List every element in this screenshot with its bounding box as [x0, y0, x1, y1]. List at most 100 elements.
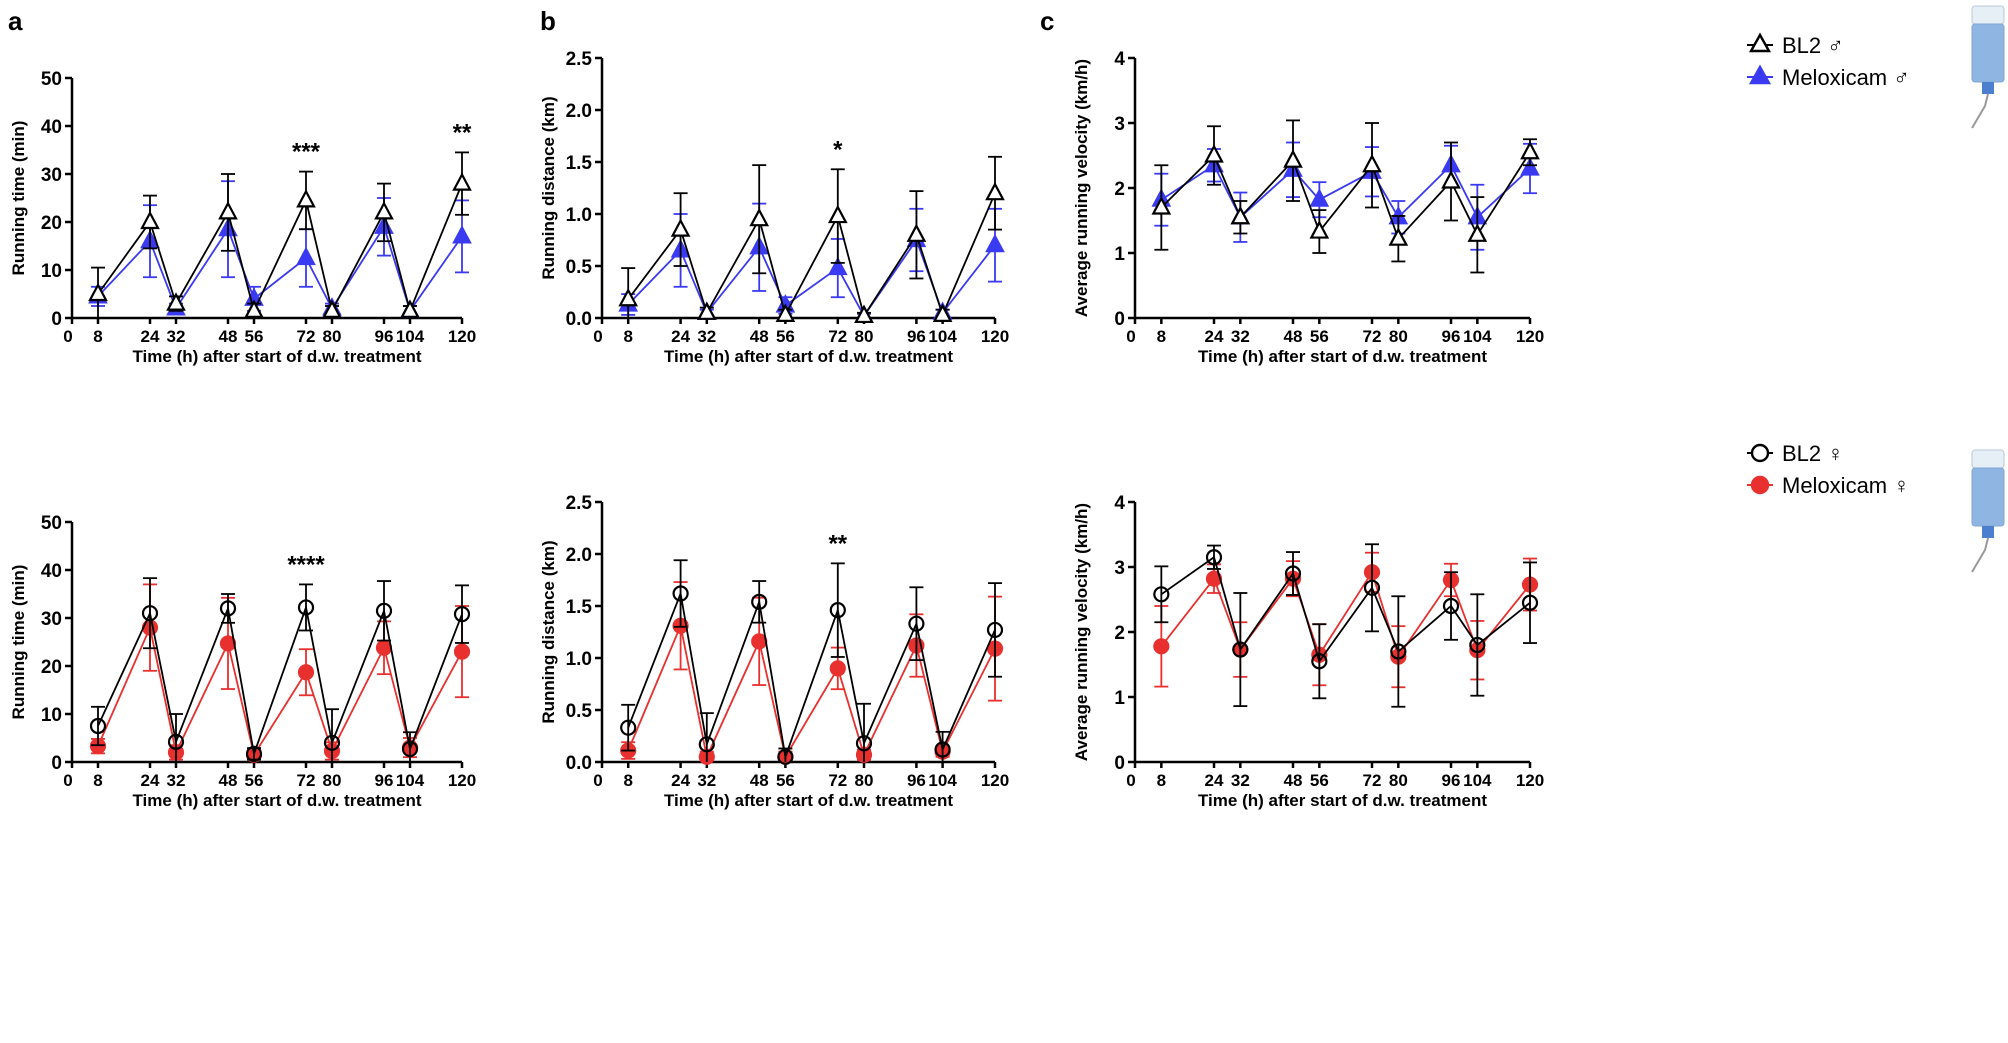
x-tick-label: 56: [1310, 771, 1329, 790]
data-point: [453, 643, 471, 660]
series-line: [627, 622, 996, 760]
y-tick-label: 0.5: [566, 701, 593, 722]
data-point: [245, 745, 263, 762]
legend-label: Meloxicam ♂: [1782, 65, 1910, 90]
data-point: [400, 299, 420, 318]
series-meloxicam: [1153, 551, 1539, 689]
data-point: [751, 633, 768, 650]
data-point: [218, 201, 238, 220]
data-point: [1363, 579, 1381, 596]
data-point: [297, 664, 315, 681]
legend-female: BL2 ♀ Meloxicam ♀: [1747, 441, 1910, 498]
y-axis-label: Average running velocity (km/h): [1072, 503, 1091, 761]
x-tick-label: 0: [63, 327, 72, 346]
data-point: [166, 292, 186, 311]
x-tick-label: 80: [1389, 327, 1408, 346]
water-bottle-icon: [1971, 5, 2005, 129]
x-tick-label: 32: [1231, 771, 1250, 790]
panel-c-female: 0 1 2 3 4 0 8 24 32 48 56 72 80 96 104 120 Time (h) afte…: [1072, 493, 1544, 810]
x-tick-label: 24: [141, 327, 160, 346]
y-axis-label: Running distance (km): [539, 96, 558, 279]
data-point: [296, 189, 316, 208]
y-tick-label: 20: [41, 213, 62, 234]
series-line: [627, 192, 996, 319]
panel-label-c: c: [1040, 6, 1054, 36]
y-tick-label: 2.0: [566, 545, 592, 566]
x-tick-label: 48: [1284, 327, 1303, 346]
water-bottle-icon: [1971, 449, 2005, 573]
data-point: [1232, 641, 1249, 658]
x-axis-label: Time (h) after start of d.w. treatment: [1198, 791, 1487, 810]
data-point: [934, 741, 951, 758]
y-tick-label: 0: [1114, 309, 1125, 330]
data-point: [620, 719, 637, 736]
data-point: [986, 621, 1004, 639]
data-point: [453, 606, 471, 623]
series-line: [1160, 151, 1531, 241]
data-point: [1390, 643, 1407, 660]
y-tick-label: 50: [41, 69, 62, 90]
significance-marker: ****: [287, 551, 325, 578]
y-tick-label: 0.0: [566, 309, 592, 330]
x-tick-label: 104: [928, 327, 957, 346]
y-tick-label: 0.0: [566, 753, 592, 774]
y-tick-label: 0: [1114, 753, 1125, 774]
y-tick-label: 30: [41, 165, 62, 186]
x-tick-label: 72: [1363, 771, 1382, 790]
series-bl2: [89, 577, 471, 762]
y-tick-label: 40: [41, 117, 62, 138]
y-tick-label: 1.0: [566, 205, 592, 226]
y-tick-label: 30: [41, 609, 62, 630]
y-axis-label: Average running velocity (km/h): [1072, 59, 1091, 317]
data-point: [88, 282, 108, 302]
x-tick-label: 104: [1463, 771, 1492, 790]
x-tick-label: 32: [1231, 327, 1250, 346]
significance-marker: ***: [292, 139, 321, 166]
data-point: [1467, 223, 1488, 242]
data-point: [906, 223, 927, 242]
y-tick-label: 50: [41, 513, 62, 534]
y-tick-label: 2: [1114, 179, 1125, 200]
data-point: [618, 287, 639, 307]
series-line: [97, 604, 463, 758]
x-tick-label: 96: [1442, 771, 1461, 790]
x-axis-label: Time (h) after start of d.w. treatment: [132, 791, 421, 810]
x-tick-label: 72: [297, 771, 316, 790]
data-point: [698, 736, 715, 753]
y-tick-label: 10: [41, 705, 62, 726]
panel-label-b: b: [540, 6, 556, 36]
panel-label-a: a: [8, 6, 23, 36]
data-point: [323, 734, 341, 751]
data-point: [140, 210, 160, 230]
data-point: [1441, 170, 1461, 189]
y-tick-label: 4: [1114, 493, 1125, 514]
data-point: [1151, 196, 1172, 215]
y-tick-label: 1.5: [566, 153, 593, 174]
y-tick-label: 2: [1114, 623, 1125, 644]
y-axis-label: Running distance (km): [539, 540, 558, 723]
x-tick-label: 8: [623, 327, 632, 346]
bottle-spout: [1971, 93, 1989, 129]
legend-label: BL2 ♀: [1782, 441, 1844, 466]
x-tick-label: 24: [141, 771, 160, 790]
data-point: [1388, 227, 1409, 246]
x-tick-label: 120: [981, 771, 1009, 790]
x-tick-label: 32: [167, 771, 186, 790]
x-tick-label: 32: [697, 327, 716, 346]
x-tick-label: 24: [1205, 327, 1224, 346]
y-tick-label: 1: [1114, 688, 1125, 709]
x-tick-label: 8: [93, 771, 102, 790]
y-tick-label: 3: [1114, 114, 1125, 135]
data-point: [775, 303, 796, 322]
data-point: [1311, 653, 1328, 670]
x-tick-label: 24: [1205, 771, 1224, 790]
data-point: [89, 717, 107, 735]
x-tick-label: 120: [981, 327, 1009, 346]
data-point: [829, 602, 846, 619]
x-tick-label: 120: [448, 771, 476, 790]
series-line: [1160, 163, 1531, 219]
x-tick-label: 96: [375, 771, 394, 790]
y-tick-label: 3: [1114, 558, 1125, 579]
x-tick-label: 32: [697, 771, 716, 790]
